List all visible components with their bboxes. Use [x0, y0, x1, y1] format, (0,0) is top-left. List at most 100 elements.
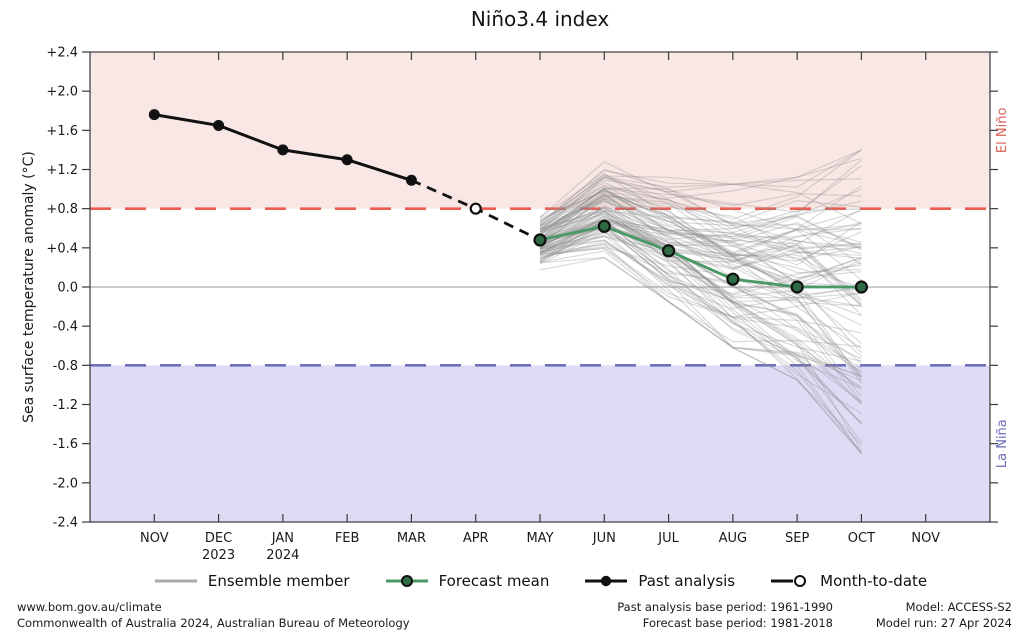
ensemble-member-line — [539, 210, 862, 248]
ensemble-member-line — [539, 256, 862, 454]
ensemble-member-line — [539, 227, 862, 307]
ensemble-member-line — [539, 157, 862, 232]
y-axis-title: Sea surface temperature anomaly (°C) — [21, 151, 37, 423]
x-tick-label: OCT — [848, 531, 875, 546]
ensemble-member-line — [539, 173, 862, 248]
ensemble-member-line — [539, 220, 862, 274]
ensemble-member-line — [539, 205, 862, 250]
ensemble-member-line — [539, 200, 862, 288]
ensemble-member-line — [539, 232, 862, 443]
ensemble-member-line — [539, 246, 862, 384]
x-tick-label: MAR — [397, 531, 426, 546]
past-analysis-line-icon — [585, 575, 628, 587]
ensemble-member-line — [539, 231, 862, 296]
ensemble-member-line — [539, 205, 862, 357]
ensemble-member-line — [539, 190, 862, 253]
ensemble-member-line — [539, 168, 862, 281]
la-nina-band-label: La Niña — [995, 419, 1010, 468]
month-to-date-marker — [469, 202, 482, 215]
legend-label: Month-to-date — [820, 572, 928, 590]
el-nino-band — [90, 52, 990, 209]
ensemble-member-line — [539, 189, 862, 269]
footer-model-name: Model: ACCESS-S2 — [905, 600, 1012, 614]
ensemble-member-line — [539, 197, 862, 250]
ensemble-member-line — [539, 206, 862, 300]
ensemble-member-line — [539, 209, 862, 374]
footer-source-copyright: Commonwealth of Australia 2024, Australi… — [17, 615, 410, 630]
past-analysis-marker — [405, 174, 417, 186]
ensemble-member-line — [539, 223, 862, 404]
y-tick-label: 0.0 — [57, 281, 78, 296]
ensemble-member-line — [539, 206, 862, 299]
ensemble-member-line — [539, 248, 862, 318]
ensemble-member-line — [539, 203, 862, 310]
ensemble-member-line — [539, 187, 862, 326]
ensemble-member-line — [539, 192, 862, 296]
ensemble-member-line — [539, 188, 862, 288]
ensemble-member-line — [539, 190, 862, 254]
y-tick-label: -0.8 — [53, 359, 78, 374]
forecast-mean-marker — [597, 219, 611, 233]
footer-base-periods: Past analysis base period: 1961-1990 For… — [617, 600, 833, 631]
y-tick-label: +2.0 — [46, 85, 78, 100]
past-analysis-marker — [148, 109, 160, 121]
ensemble-member-line — [539, 218, 862, 284]
forecast-mean-marker — [533, 233, 547, 247]
ensemble-member-line — [539, 219, 862, 360]
la-nina-band — [90, 365, 990, 522]
ensemble-member-line — [539, 227, 862, 378]
ensemble-member-line — [539, 196, 862, 349]
y-tick-label: +1.2 — [46, 163, 78, 178]
ensemble-member-line — [539, 221, 862, 424]
footer-source: www.bom.gov.au/climate Commonwealth of A… — [17, 600, 410, 631]
forecast-mean-marker — [790, 280, 804, 294]
ensemble-member-line — [539, 175, 862, 225]
ensemble-member-line — [539, 222, 862, 262]
ensemble-member-line — [539, 210, 862, 307]
x-tick-label: FEB — [335, 531, 360, 546]
legend-label: Forecast mean — [438, 572, 550, 590]
ensemble-member-line — [539, 197, 862, 263]
ensemble-member-line — [539, 243, 862, 377]
ensemble-member-line — [539, 194, 862, 316]
ensemble-member-line — [539, 218, 862, 454]
ensemble-member-line — [539, 219, 862, 282]
forecast-mean-line-icon — [385, 575, 428, 587]
ensemble-member-line — [539, 241, 862, 378]
ensemble-member-line — [539, 149, 862, 224]
forecast-mean-marker — [726, 272, 740, 286]
chart-title: Niño3.4 index — [470, 7, 610, 31]
legend-item-ensemble-member: Ensemble member — [153, 572, 350, 590]
ensemble-member-line — [539, 185, 862, 279]
ensemble-member-line — [539, 184, 862, 230]
x-tick-label: AUG — [719, 531, 747, 546]
y-tick-label: -0.4 — [53, 320, 78, 335]
ensemble-member-line — [539, 235, 862, 299]
ensemble-member-line — [539, 210, 862, 454]
x-tick-label: APR — [463, 531, 489, 546]
x-tick-label: SEP — [785, 531, 809, 546]
ensemble-member-line — [539, 215, 862, 398]
x-tick-label: DEC — [205, 531, 232, 546]
ensemble-member-line — [539, 208, 862, 266]
ensemble-member-line — [539, 187, 862, 236]
ensemble-member-line — [539, 211, 862, 451]
forecast-mean-line — [539, 224, 862, 289]
x-year-label: 2023 — [202, 548, 235, 563]
ensemble-member-line — [539, 215, 862, 364]
footer-model-run-date: Model run: 27 Apr 2024 — [875, 615, 1012, 630]
el-nino-band-label: El Niño — [995, 108, 1010, 154]
y-tick-label: +0.8 — [46, 202, 78, 217]
x-tick-label: JAN — [271, 531, 294, 546]
ensemble-member-line-icon — [154, 579, 197, 583]
ensemble-member-line — [539, 207, 862, 242]
ensemble-member-line — [539, 230, 862, 403]
ensemble-member-line — [539, 214, 862, 425]
y-tick-label: -1.2 — [53, 398, 78, 413]
ensemble-member-line — [539, 250, 862, 348]
past-analysis-marker — [277, 144, 289, 156]
x-tick-label: NOV — [140, 531, 169, 546]
x-tick-label: JUL — [657, 531, 679, 546]
ensemble-member-line — [539, 194, 862, 236]
ensemble-member-line — [539, 239, 862, 295]
